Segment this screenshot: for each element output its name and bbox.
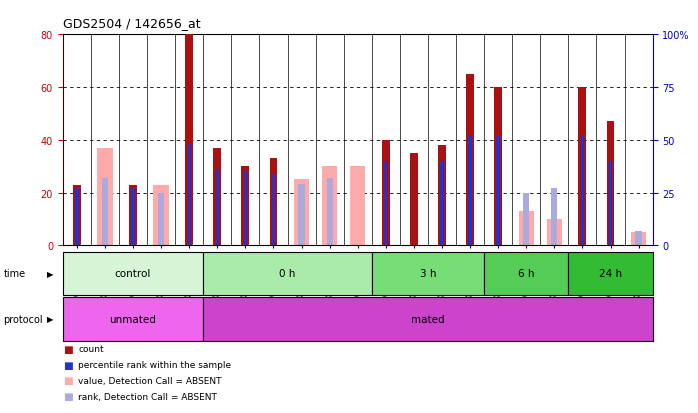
Bar bbox=[438, 146, 446, 246]
Text: GDS2504 / 142656_at: GDS2504 / 142656_at bbox=[63, 17, 200, 29]
Bar bbox=[382, 140, 389, 246]
Text: ■: ■ bbox=[63, 344, 73, 354]
Bar bbox=[519, 211, 534, 246]
Bar bbox=[242, 167, 249, 246]
Text: 6 h: 6 h bbox=[518, 268, 535, 279]
Text: 24 h: 24 h bbox=[599, 268, 622, 279]
Bar bbox=[75, 189, 79, 246]
Text: ▶: ▶ bbox=[47, 315, 54, 323]
Bar bbox=[524, 193, 529, 246]
Bar bbox=[131, 189, 135, 246]
Bar bbox=[102, 178, 108, 246]
Bar bbox=[322, 167, 337, 246]
Text: 0 h: 0 h bbox=[279, 268, 296, 279]
Text: ■: ■ bbox=[63, 360, 73, 370]
Bar bbox=[158, 193, 164, 246]
Bar bbox=[294, 180, 309, 246]
Bar bbox=[129, 185, 137, 246]
Bar bbox=[579, 88, 586, 246]
Bar bbox=[154, 185, 169, 246]
Bar bbox=[185, 35, 193, 246]
Bar bbox=[203, 297, 653, 341]
Bar bbox=[494, 88, 502, 246]
Bar bbox=[97, 148, 112, 246]
Bar bbox=[609, 161, 612, 246]
Bar bbox=[607, 122, 614, 246]
Text: unmated: unmated bbox=[110, 314, 156, 324]
Text: protocol: protocol bbox=[3, 314, 43, 324]
Text: ▶: ▶ bbox=[47, 269, 54, 278]
Bar bbox=[73, 185, 81, 246]
Text: time: time bbox=[3, 268, 26, 279]
Bar bbox=[551, 189, 558, 246]
Text: value, Detection Call = ABSENT: value, Detection Call = ABSENT bbox=[78, 376, 222, 385]
Bar bbox=[63, 297, 203, 341]
Text: mated: mated bbox=[411, 314, 445, 324]
Bar bbox=[581, 136, 584, 246]
Bar bbox=[214, 148, 221, 246]
Bar bbox=[372, 252, 484, 295]
Bar bbox=[272, 174, 275, 246]
Bar bbox=[63, 252, 203, 295]
Bar bbox=[203, 252, 372, 295]
Bar bbox=[244, 172, 247, 246]
Bar bbox=[547, 219, 562, 246]
Bar bbox=[484, 252, 568, 295]
Text: ■: ■ bbox=[63, 391, 73, 401]
Bar bbox=[350, 167, 366, 246]
Bar bbox=[299, 185, 304, 246]
Bar bbox=[384, 161, 387, 246]
Bar bbox=[216, 170, 219, 246]
Text: percentile rank within the sample: percentile rank within the sample bbox=[78, 360, 231, 369]
Bar bbox=[635, 231, 641, 246]
Bar bbox=[440, 161, 444, 246]
Bar bbox=[188, 145, 191, 246]
Bar bbox=[468, 136, 472, 246]
Bar bbox=[496, 136, 500, 246]
Text: control: control bbox=[115, 268, 151, 279]
Bar bbox=[466, 75, 474, 246]
Bar bbox=[568, 252, 653, 295]
Text: 3 h: 3 h bbox=[419, 268, 436, 279]
Text: count: count bbox=[78, 344, 104, 354]
Text: ■: ■ bbox=[63, 375, 73, 385]
Bar bbox=[410, 154, 418, 246]
Bar bbox=[631, 233, 646, 246]
Bar bbox=[327, 178, 333, 246]
Text: rank, Detection Call = ABSENT: rank, Detection Call = ABSENT bbox=[78, 392, 217, 401]
Bar bbox=[269, 159, 277, 246]
